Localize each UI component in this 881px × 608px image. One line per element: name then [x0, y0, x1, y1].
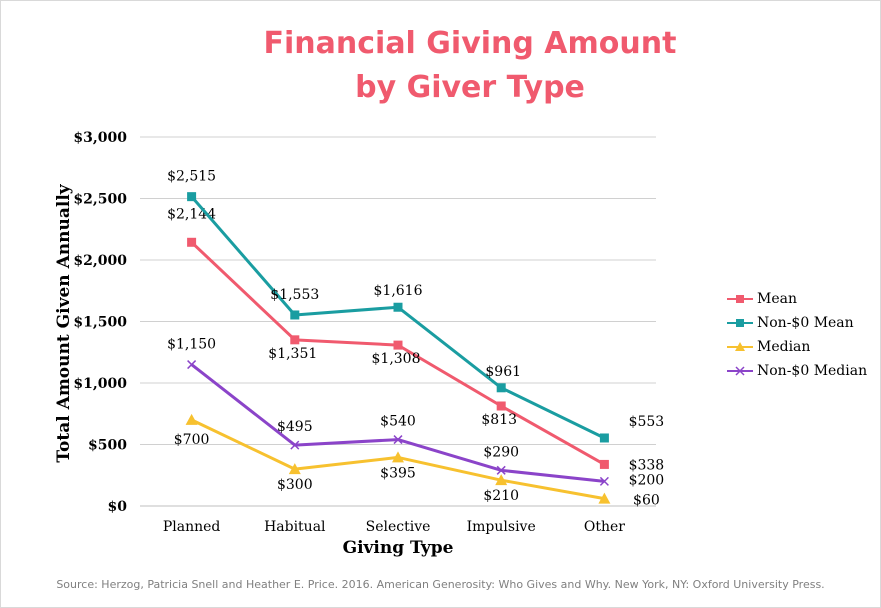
data-point — [393, 340, 403, 350]
legend-item-non-zero-median: Non-$0 Median — [727, 359, 867, 383]
legend-item-median: Median — [727, 335, 867, 359]
data-point — [187, 237, 197, 247]
data-label: $2,515 — [167, 169, 216, 185]
data-label: $395 — [380, 465, 416, 481]
x-tick-label: Selective — [366, 519, 431, 535]
y-tick-label: $3,000 — [73, 130, 127, 146]
legend-label-non-zero-median: Non-$0 Median — [757, 363, 868, 379]
data-point — [598, 492, 611, 504]
legend-swatch-mean — [727, 292, 753, 306]
data-label: $200 — [629, 472, 665, 488]
legend-label-median: Median — [757, 339, 811, 355]
data-label: $553 — [629, 414, 665, 430]
data-label: $813 — [481, 412, 517, 428]
y-tick-label: $500 — [88, 438, 127, 454]
data-point — [185, 413, 198, 425]
legend-label-mean: Mean — [757, 291, 797, 307]
data-point — [393, 435, 403, 445]
data-label: $540 — [380, 414, 416, 430]
x-tick-label: Impulsive — [467, 519, 536, 535]
chart-title: Financial Giving Amount by Giver Type — [200, 22, 740, 110]
data-point — [496, 465, 506, 475]
data-label: $495 — [277, 419, 313, 435]
data-label: $60 — [633, 493, 660, 509]
data-point — [599, 433, 609, 443]
data-point — [599, 476, 609, 486]
data-label: $1,150 — [167, 337, 216, 353]
y-tick-label: $1,000 — [73, 376, 127, 392]
data-point — [187, 360, 197, 370]
x-tick-label: Planned — [163, 519, 221, 535]
x-tick-label: Habitual — [264, 519, 326, 535]
data-point — [495, 474, 508, 486]
y-tick-label: $2,500 — [73, 192, 127, 208]
x-axis-title: Giving Type — [343, 538, 454, 558]
legend-label-non-zero-mean: Non-$0 Mean — [757, 315, 854, 331]
legend-item-mean: Mean — [727, 287, 867, 311]
data-point — [288, 463, 301, 475]
data-point — [290, 310, 300, 320]
chart-title-line-1: Financial Giving Amount — [263, 26, 677, 61]
chart-title-line-2: by Giver Type — [355, 70, 585, 105]
data-label: $1,308 — [372, 351, 421, 367]
legend-swatch-non-zero-mean — [727, 316, 753, 330]
data-point — [392, 451, 404, 463]
legend-swatch-median — [727, 340, 753, 354]
data-label: $338 — [629, 457, 665, 473]
y-tick-label: $1,500 — [73, 315, 127, 331]
data-label: $1,553 — [270, 287, 319, 303]
data-label: $1,616 — [374, 283, 423, 299]
y-tick-label: $0 — [108, 499, 128, 515]
data-label: $700 — [174, 432, 210, 448]
x-tick-label: Other — [584, 519, 625, 535]
y-tick-label: $2,000 — [73, 253, 127, 269]
data-label: $210 — [483, 488, 519, 504]
data-point — [496, 401, 506, 411]
data-point — [599, 459, 609, 469]
data-label: $1,351 — [268, 346, 317, 362]
data-point — [393, 302, 403, 312]
data-point — [290, 440, 300, 450]
data-point — [187, 192, 197, 202]
data-label: $300 — [277, 477, 313, 493]
data-point — [290, 335, 300, 345]
y-axis-title: Total Amount Given Annually — [54, 183, 74, 462]
data-label: $961 — [485, 364, 521, 380]
legend-item-non-zero-mean: Non-$0 Mean — [727, 311, 867, 335]
source-note: Source: Herzog, Patricia Snell and Heath… — [56, 578, 825, 591]
legend-swatch-non-zero-median — [727, 364, 753, 378]
series-line — [190, 195, 606, 440]
data-label: $290 — [483, 444, 519, 460]
legend: Mean Non-$0 Mean Median Non-$0 Median — [727, 287, 867, 383]
data-point — [496, 383, 506, 393]
